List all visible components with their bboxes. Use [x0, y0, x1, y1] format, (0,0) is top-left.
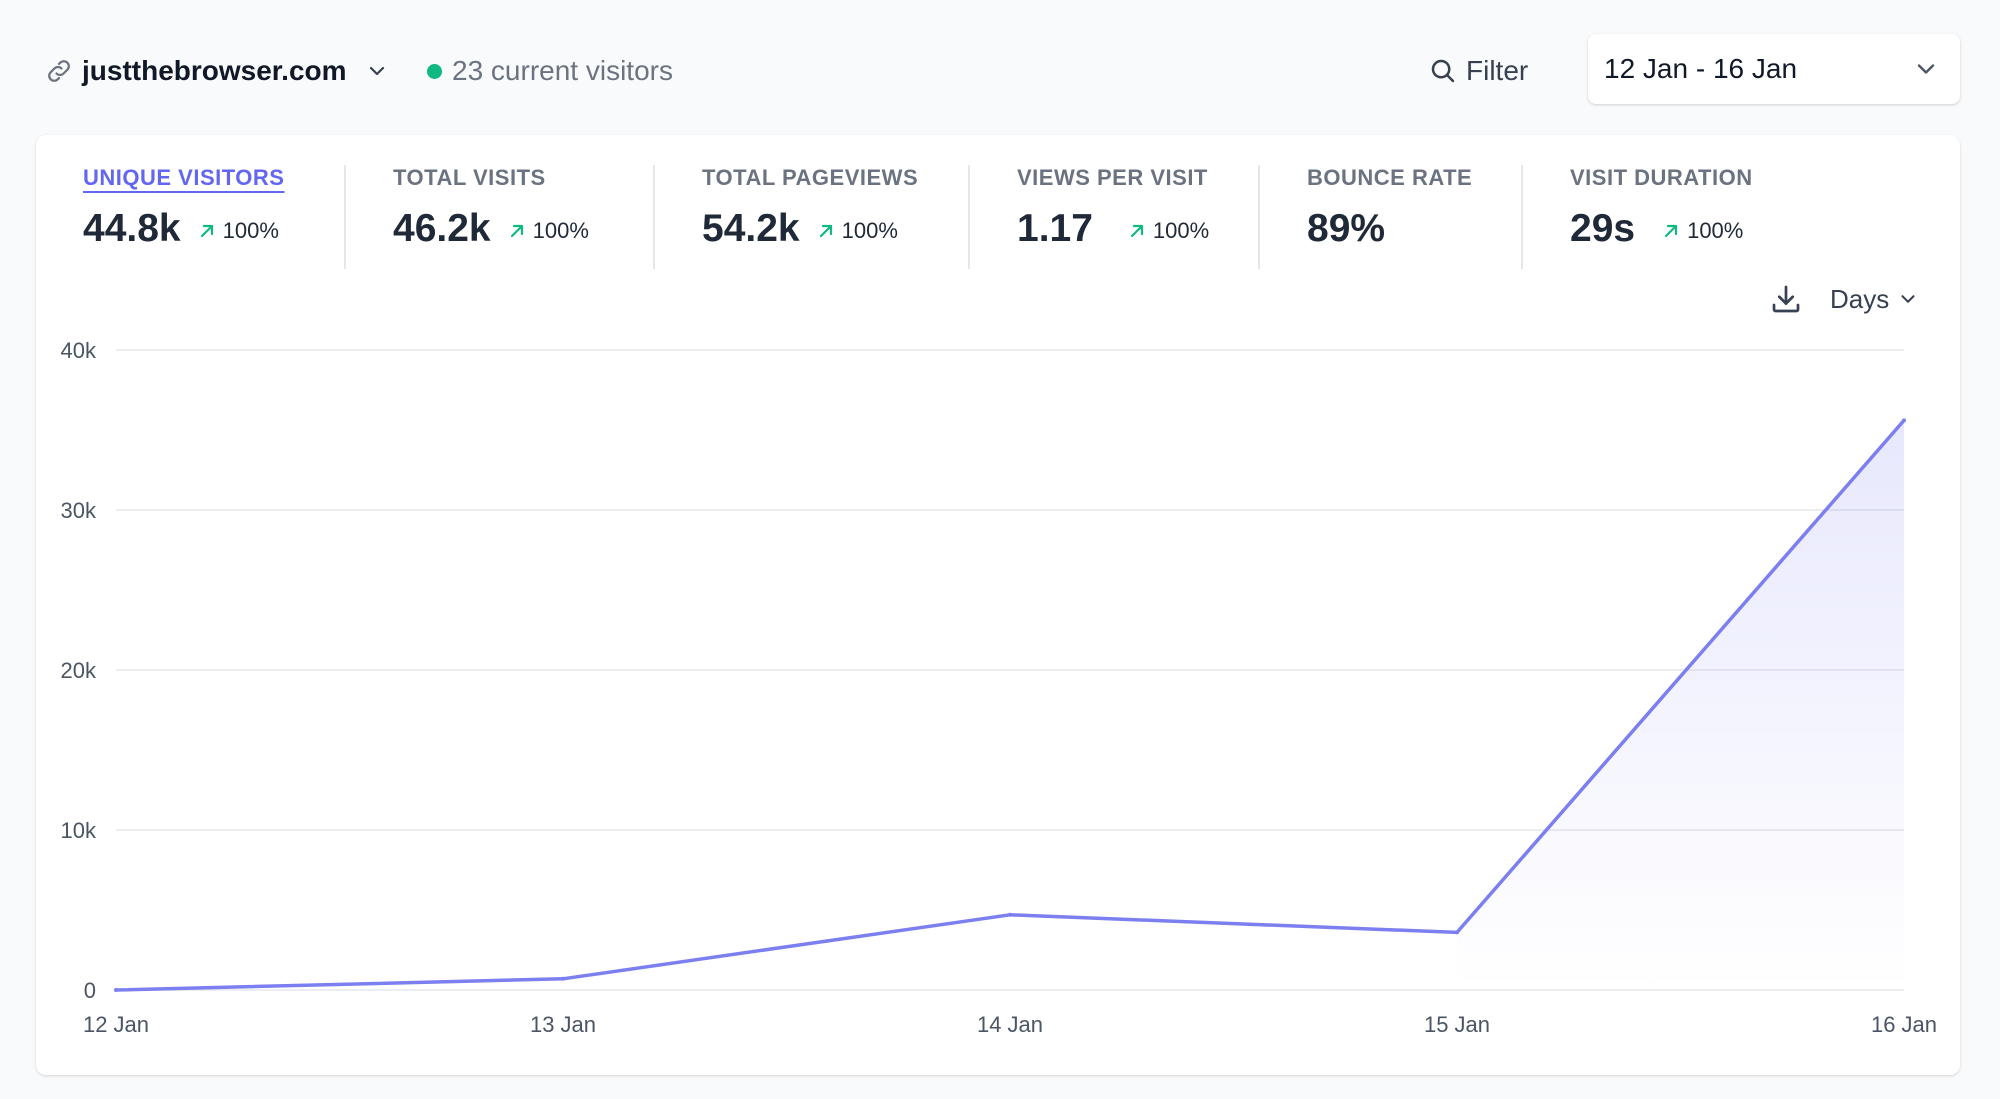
- series-line: [114, 418, 1906, 992]
- visitors-chart: 0 10k 20k 30k 40k 12 Jan 13 Jan 14 Jan 15 Jan 16…: [61, 338, 1938, 1037]
- y-tick-label: 20k: [61, 658, 97, 683]
- stat-change: 100%: [1661, 218, 1743, 244]
- filter-label: Filter: [1466, 55, 1529, 86]
- site-name: justthebrowser.com: [82, 55, 347, 86]
- chevron-down-icon: [1901, 295, 1915, 303]
- data-point[interactable]: [114, 988, 118, 992]
- arrow-up-right-icon: [1664, 224, 1678, 238]
- stat-total-visits[interactable]: TOTAL VISITS 46.2k 100%: [393, 165, 589, 275]
- data-point[interactable]: [561, 976, 565, 981]
- link-icon: [48, 60, 70, 82]
- stat-change: 100%: [197, 218, 279, 244]
- stat-change: 100%: [507, 218, 589, 244]
- chart-x-axis: 12 Jan 13 Jan 14 Jan 15 Jan 16 Jan: [83, 1012, 1937, 1037]
- stat-label: VISIT DURATION: [1570, 165, 1753, 190]
- x-tick-label: 15 Jan: [1424, 1012, 1490, 1037]
- stat-value: 89%: [1307, 207, 1386, 250]
- stat-change-value: 100%: [1152, 218, 1210, 243]
- stat-change: 100%: [1127, 218, 1209, 244]
- live-dot-icon: [427, 63, 442, 79]
- area-fill: [1457, 420, 1904, 990]
- stat-divider: [1258, 165, 1260, 269]
- data-point[interactable]: [1008, 912, 1012, 917]
- search-icon: [1431, 59, 1455, 83]
- date-range-label: 12 Jan - 16 Jan: [1604, 53, 1798, 84]
- chart-area: [1457, 420, 1904, 990]
- stat-change: 100%: [816, 218, 898, 244]
- y-tick-label: 30k: [61, 498, 97, 523]
- stat-label: TOTAL VISITS: [393, 165, 546, 190]
- stat-unique-visitors[interactable]: UNIQUE VISITORS 44.8k 100%: [83, 165, 284, 275]
- y-tick-label: 0: [84, 978, 96, 1003]
- stat-change-value: 100%: [1687, 218, 1744, 243]
- stat-label: VIEWS PER VISIT: [1017, 165, 1208, 190]
- data-point[interactable]: [1902, 418, 1906, 423]
- chart-line: [114, 418, 1906, 992]
- stat-change-value: 100%: [222, 218, 279, 243]
- stat-value: 44.8k: [83, 207, 181, 250]
- stat-value: 29s: [1570, 207, 1636, 250]
- stat-divider: [1521, 165, 1523, 269]
- chart-grid: [116, 349, 1904, 991]
- download-icon[interactable]: [1768, 281, 1804, 317]
- stat-divider: [344, 165, 346, 269]
- stat-value: 54.2k: [702, 207, 800, 250]
- arrow-up-right-icon: [819, 224, 832, 238]
- stat-value: 46.2k: [393, 207, 491, 250]
- stat-label: TOTAL PAGEVIEWS: [702, 165, 919, 190]
- x-tick-label: 14 Jan: [977, 1012, 1043, 1037]
- stat-total-pageviews[interactable]: TOTAL PAGEVIEWS 54.2k 100%: [702, 165, 918, 275]
- data-point[interactable]: [1455, 930, 1459, 935]
- stat-label: BOUNCE RATE: [1307, 165, 1473, 190]
- top-bar: justthebrowser.com 23 current visitors F…: [0, 0, 2000, 135]
- arrow-up-right-icon: [200, 224, 213, 238]
- stat-visit-duration[interactable]: VISIT DURATION 29s 100%: [1570, 165, 1753, 275]
- x-tick-label: 16 Jan: [1871, 1012, 1937, 1037]
- y-tick-label: 10k: [61, 818, 97, 843]
- interval-picker[interactable]: Days: [1830, 280, 1919, 318]
- arrow-up-right-icon: [1130, 224, 1144, 238]
- stat-views-per-visit[interactable]: VIEWS PER VISIT 1.17 100%: [1017, 165, 1209, 275]
- x-tick-label: 13 Jan: [530, 1012, 596, 1037]
- arrow-up-right-icon: [510, 224, 523, 238]
- stat-change-value: 100%: [532, 218, 589, 243]
- stat-divider: [968, 165, 970, 269]
- current-visitors-label: 23 current visitors: [452, 55, 673, 86]
- chevron-down-icon: [369, 66, 384, 76]
- stat-bounce-rate[interactable]: BOUNCE RATE 89%: [1307, 165, 1472, 275]
- y-tick-label: 40k: [61, 338, 97, 363]
- stat-label: UNIQUE VISITORS: [83, 165, 285, 190]
- stat-change-value: 100%: [841, 218, 898, 243]
- site-selector[interactable]: justthebrowser.com: [44, 52, 389, 90]
- current-visitors[interactable]: 23 current visitors: [427, 52, 673, 90]
- stat-divider: [653, 165, 655, 269]
- x-tick-label: 12 Jan: [83, 1012, 149, 1037]
- filter-button[interactable]: Filter: [1428, 50, 1528, 92]
- chevron-down-icon: [1917, 64, 1935, 74]
- stats-card: 0 10k 20k 30k 40k 12 Jan 13 Jan 14 Jan 15 Jan 16…: [36, 135, 1960, 1075]
- interval-label: Days: [1830, 283, 1890, 314]
- date-range-picker[interactable]: 12 Jan - 16 Jan: [1588, 34, 1960, 104]
- chart-y-axis: 0 10k 20k 30k 40k: [61, 338, 97, 1003]
- stat-value: 1.17: [1017, 207, 1093, 250]
